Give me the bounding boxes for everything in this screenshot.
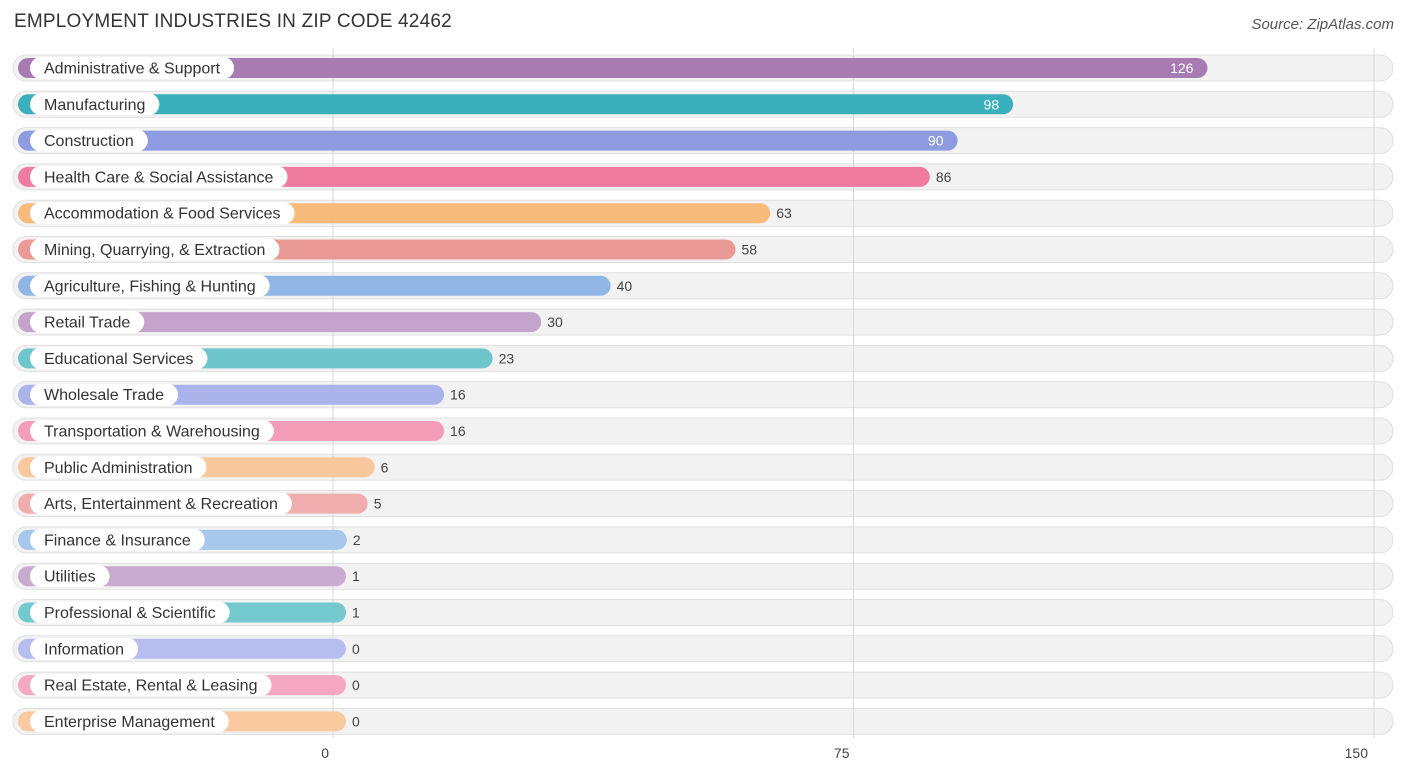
category-label: Enterprise Management: [44, 714, 215, 731]
category-label-pill: [30, 311, 145, 334]
category-label-pill: [30, 601, 230, 624]
category-label: Administrative & Support: [44, 61, 221, 78]
category-label: Agriculture, Fishing & Hunting: [44, 278, 256, 295]
category-label: Real Estate, Rental & Leasing: [44, 678, 257, 695]
category-label-pill: [30, 93, 160, 116]
x-tick-label: 0: [321, 745, 329, 761]
value-label: 5: [374, 496, 382, 512]
bar: [18, 58, 1208, 78]
category-label: Manufacturing: [44, 97, 145, 114]
category-label: Mining, Quarrying, & Extraction: [44, 242, 265, 259]
value-label: 90: [928, 133, 944, 149]
category-label-pill: [30, 710, 229, 733]
bar: [18, 94, 1014, 115]
category-label: Retail Trade: [44, 315, 130, 332]
bar: [18, 130, 958, 151]
chart-title: EMPLOYMENT INDUSTRIES IN ZIP CODE 42462: [14, 11, 452, 32]
value-label: 30: [547, 314, 563, 330]
category-label-pill: [30, 565, 110, 588]
category-label-pill: [30, 274, 270, 297]
value-label: 6: [381, 459, 389, 475]
row-track: [12, 599, 1394, 626]
category-label-pill: [30, 238, 280, 261]
value-label: 23: [499, 350, 515, 366]
row-track: [12, 707, 1394, 735]
category-label: Wholesale Trade: [44, 387, 164, 404]
category-label-pill: [30, 383, 179, 406]
category-label: Health Care & Social Assistance: [44, 169, 274, 186]
category-label-pill: [30, 528, 205, 551]
category-label-pill: [30, 420, 274, 442]
category-label-pill: [30, 129, 148, 152]
category-label: Accommodation & Food Services: [44, 206, 281, 223]
category-label-pill: [30, 347, 208, 370]
row-track: [12, 671, 1394, 699]
value-label: 0: [352, 677, 360, 693]
category-label-pill: [30, 165, 288, 188]
value-label: 98: [984, 96, 1000, 112]
category-label-pill: [30, 674, 272, 697]
value-label: 2: [353, 532, 361, 548]
value-label: 58: [742, 242, 758, 258]
value-label: 16: [450, 387, 466, 403]
category-label-pill: [30, 637, 139, 660]
category-label: Finance & Insurance: [44, 532, 191, 549]
value-label: 1: [352, 568, 360, 584]
category-label: Professional & Scientific: [44, 605, 216, 622]
chart-source: Source: ZipAtlas.com: [1251, 16, 1394, 33]
row-track: [12, 562, 1394, 590]
row-track: [12, 526, 1394, 554]
category-label-pill: [30, 492, 292, 515]
row-track: [12, 635, 1394, 663]
value-label: 40: [617, 278, 633, 294]
value-label: 1: [352, 605, 360, 621]
x-tick-label: 75: [834, 745, 850, 761]
category-label: Information: [44, 641, 124, 658]
category-label: Arts, Entertainment & Recreation: [44, 496, 278, 513]
category-label: Utilities: [44, 569, 96, 586]
value-label: 86: [936, 169, 952, 185]
value-label: 63: [776, 205, 792, 221]
category-label: Transportation & Warehousing: [44, 424, 260, 441]
category-label: Public Administration: [44, 460, 193, 477]
value-label: 0: [352, 713, 360, 729]
category-label: Educational Services: [44, 351, 193, 368]
value-label: 0: [352, 641, 360, 657]
category-label-pill: [30, 57, 235, 79]
category-label-pill: [30, 202, 295, 225]
category-label: Construction: [44, 133, 134, 150]
x-tick-label: 150: [1345, 745, 1369, 761]
value-label: 126: [1170, 60, 1194, 76]
category-label-pill: [30, 456, 207, 479]
bar: [18, 312, 542, 333]
value-label: 16: [450, 423, 466, 439]
